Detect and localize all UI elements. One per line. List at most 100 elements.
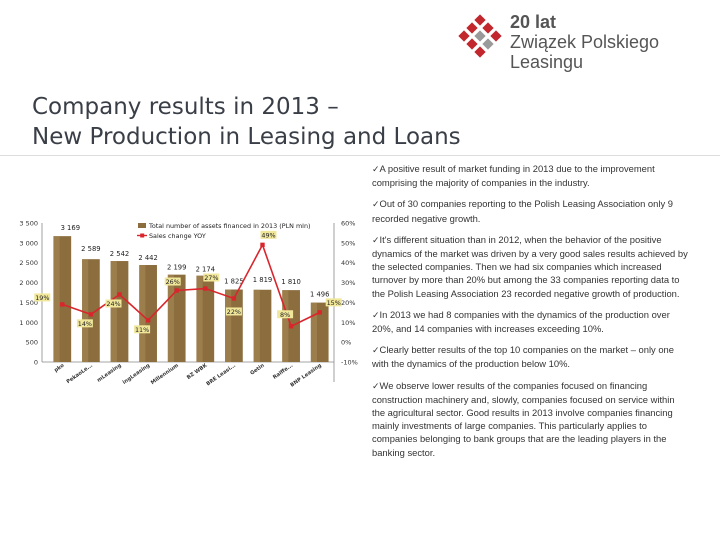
note-item: ✓We observe lower results of the compani…: [372, 379, 690, 459]
legend-line-label: Sales change YOY: [149, 232, 206, 240]
line-value-label: 27%: [204, 274, 218, 282]
note-text: A positive result of market funding in 2…: [372, 163, 655, 189]
line-point: [174, 288, 179, 293]
line-point: [88, 312, 94, 317]
y-left-tick-label: 0: [34, 359, 38, 367]
bar-value-label: 2 199: [167, 264, 186, 272]
line-value-label: 11%: [135, 326, 149, 334]
line-label-box: [277, 310, 294, 319]
y-right-tick-label: 20%: [341, 299, 355, 307]
production-chart: 0 500 1 000 1 500 2 000 2 500 3 000 3 500 -10% 0%…: [19, 220, 358, 389]
bar-value-label: 2 174: [196, 266, 215, 274]
legend-line-marker: [140, 233, 145, 238]
bar-highlight: [282, 290, 289, 362]
note-item: ✓It's different situation than in 2012, …: [372, 233, 690, 300]
x-tick-label: BZ WBK: [186, 362, 209, 381]
x-tick-label: mLeasing: [96, 363, 123, 384]
slide-title: Company results in 2013 – New Production…: [32, 92, 532, 152]
x-tick-label: Millennium: [150, 363, 180, 386]
note-item: ✓Out of 30 companies reporting to the Po…: [372, 197, 690, 224]
line-value-label: 22%: [227, 308, 241, 316]
y-left-tick-label: 500: [26, 339, 38, 347]
bar-highlight: [310, 302, 318, 362]
y-left-tick-label: 3 000: [19, 239, 38, 247]
x-tick-label: PekaoLe...: [66, 363, 95, 385]
bar-highlight: [253, 289, 260, 362]
line-label-box: [225, 307, 242, 316]
title-line2: New Production in Leasing and Loans: [32, 124, 461, 150]
checkmark-icon: ✓: [372, 164, 380, 174]
bar-value-label: 1 810: [281, 278, 300, 286]
note-text: We observe lower results of the companie…: [372, 379, 675, 458]
y-left-tick-label: 1 500: [19, 299, 38, 307]
line-label-box: [76, 319, 93, 328]
y-left-tick-label: 3 500: [19, 220, 38, 228]
bar-value-label: 2 542: [110, 250, 129, 258]
line-value-label: 49%: [261, 231, 275, 239]
title-divider: [0, 155, 720, 156]
y-right-tick-label: 30%: [341, 279, 355, 287]
y-right-tick-label: 50%: [341, 239, 355, 247]
x-tick-label: pko: [53, 362, 65, 373]
line-point: [60, 302, 65, 307]
logo-line1: 20 lat: [510, 12, 557, 32]
bar-value-label: 2 442: [138, 254, 157, 262]
y-left-tick-label: 2 500: [19, 259, 38, 267]
checkmark-icon: ✓: [372, 234, 380, 245]
line-value-label: 26%: [166, 278, 180, 286]
logo: 20 lat Związek Polskiego Leasingu: [458, 8, 708, 78]
checkmark-icon: ✓: [372, 199, 380, 210]
line-value-label: 14%: [78, 320, 92, 328]
line-label-box: [34, 293, 51, 302]
line-label-box: [325, 298, 342, 307]
x-tick-label: Raiffe...: [272, 363, 294, 381]
line-label-box: [105, 299, 122, 308]
line-value-label: 8%: [280, 311, 290, 319]
line-point: [260, 242, 265, 248]
x-tick-label: Getin: [249, 363, 266, 377]
legend-bar-swatch: [138, 223, 146, 228]
checkmark-icon: ✓: [372, 380, 380, 391]
line-value-label: 15%: [327, 299, 341, 307]
logo-line2: Związek Polskiego: [510, 32, 660, 52]
y-right-tick-label: 60%: [341, 220, 355, 228]
x-tick-label: ingLeasing: [122, 363, 152, 386]
line-label-box: [134, 325, 151, 334]
note-item: ✓A positive result of market funding in …: [372, 162, 690, 189]
checkmark-icon: ✓: [372, 345, 380, 356]
logo-mark-icon: [458, 14, 502, 58]
bar-highlight: [225, 289, 232, 362]
bar-highlight: [82, 259, 89, 362]
notes-list: ✓A positive result of market funding in …: [372, 162, 690, 467]
y-right-tick-label: 10%: [341, 319, 355, 327]
checkmark-icon: ✓: [372, 309, 380, 320]
note-item: ✓In 2013 we had 8 companies with the dyn…: [372, 308, 690, 335]
bar-highlight: [139, 265, 146, 362]
bar-highlight: [110, 261, 117, 362]
bar-value-label: 1 496: [310, 291, 329, 299]
note-text: It's different situation than in 2012, w…: [372, 233, 688, 299]
line-label-box: [164, 277, 181, 286]
bar-value-label: 1 819: [253, 276, 272, 284]
line-point: [117, 292, 122, 297]
line-point: [145, 318, 151, 323]
line-point: [203, 286, 208, 291]
logo-text: 20 lat Związek Polskiego Leasingu: [510, 12, 659, 72]
line-point: [231, 296, 237, 301]
line-value-label: 24%: [106, 300, 120, 308]
line-label-box: [260, 230, 277, 239]
note-item: ✓Clearly better results of the top 10 co…: [372, 343, 690, 370]
y-right-tick-label: -10%: [341, 359, 358, 367]
bar-value-label: 2 589: [81, 245, 100, 253]
line-series: [62, 242, 321, 328]
y-left-tick-label: 2 000: [19, 279, 38, 287]
note-text: Out of 30 companies reporting to the Pol…: [372, 198, 673, 224]
y-right-tick-label: 40%: [341, 259, 355, 267]
x-tick-label: BRE Leasi...: [205, 363, 237, 388]
y-right-tick-label: 0%: [341, 339, 351, 347]
logo-line3: Leasingu: [510, 52, 584, 72]
legend-bar-label: Total number of assets financed in 2013 …: [148, 222, 310, 230]
bar-highlight: [167, 274, 175, 362]
note-text: Clearly better results of the top 10 com…: [372, 344, 674, 370]
title-line1: Company results in 2013 –: [32, 94, 339, 120]
